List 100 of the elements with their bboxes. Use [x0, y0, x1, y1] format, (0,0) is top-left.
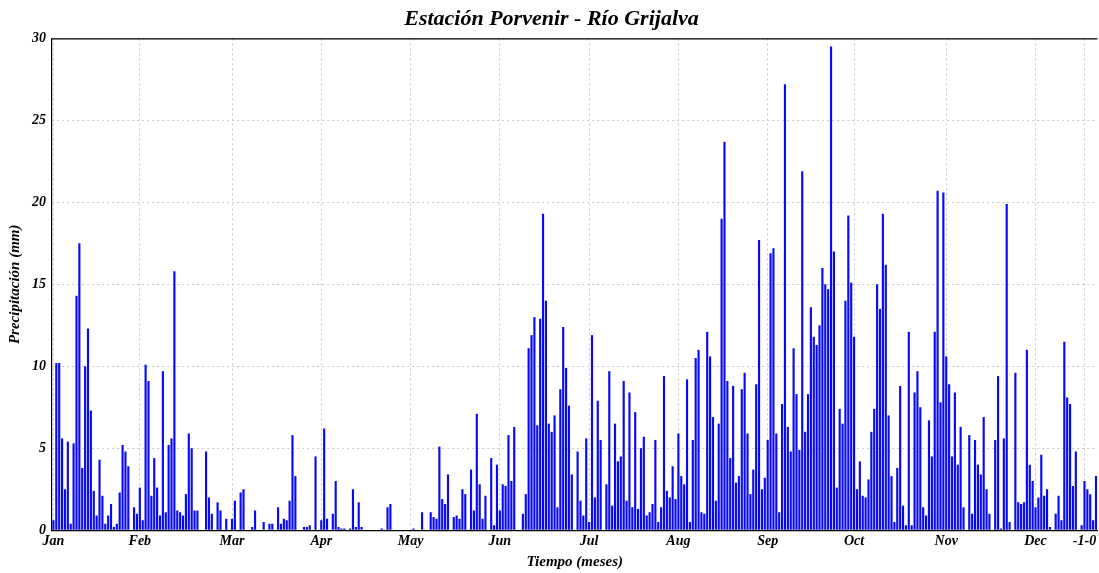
- bar: [58, 362, 61, 530]
- bar: [271, 523, 274, 530]
- x-tick-label: Feb: [127, 533, 152, 549]
- bar: [308, 525, 311, 530]
- bar: [628, 392, 631, 530]
- bar: [1014, 372, 1017, 530]
- bar: [323, 428, 326, 530]
- bar: [706, 331, 709, 530]
- bar: [654, 440, 657, 530]
- x-tick-label: Nov: [933, 533, 959, 549]
- bar: [809, 307, 812, 530]
- bar: [899, 385, 902, 530]
- bar: [959, 426, 962, 530]
- bar: [1005, 203, 1008, 530]
- bar: [153, 458, 156, 530]
- bar: [533, 317, 536, 530]
- bar: [916, 371, 919, 530]
- bar: [291, 435, 294, 530]
- bar: [429, 512, 432, 530]
- y-tick-label: 25: [31, 111, 46, 127]
- y-tick-label: 30: [31, 30, 46, 46]
- bar: [685, 379, 689, 530]
- bar: [541, 213, 545, 530]
- bar: [484, 495, 487, 530]
- bar: [576, 451, 579, 530]
- bar: [829, 46, 833, 530]
- bar: [1040, 454, 1043, 530]
- bar: [205, 451, 208, 530]
- bar: [562, 326, 565, 530]
- bar: [475, 413, 478, 530]
- bar: [757, 240, 761, 530]
- bar: [997, 376, 1000, 530]
- bar: [783, 84, 787, 530]
- bar: [452, 517, 455, 530]
- bar: [936, 190, 939, 530]
- y-tick-label: 10: [32, 357, 46, 373]
- bar: [268, 523, 271, 530]
- bar: [216, 502, 219, 530]
- bar: [590, 335, 594, 530]
- bar: [968, 435, 971, 530]
- bar: [55, 362, 58, 530]
- bar: [732, 385, 735, 530]
- bar: [86, 328, 90, 530]
- x-tick-label: Jun: [487, 533, 512, 549]
- bar: [233, 500, 236, 530]
- bar: [881, 213, 884, 530]
- bar: [801, 171, 804, 530]
- x-tick-label: Oct: [843, 533, 866, 549]
- bar: [858, 461, 861, 530]
- bar: [490, 458, 493, 530]
- y-tick-label: 15: [32, 275, 46, 291]
- bar: [1063, 341, 1066, 530]
- bar: [314, 456, 317, 530]
- bar: [66, 441, 69, 530]
- y-tick-label: 20: [31, 193, 46, 209]
- bar: [173, 271, 176, 530]
- x-tick-label: Sep: [757, 533, 779, 549]
- bar: [1094, 476, 1098, 530]
- bar: [743, 372, 746, 530]
- bar: [907, 331, 910, 530]
- y-tick-label: 5: [39, 439, 46, 455]
- x-tick-label: Aug: [665, 533, 691, 549]
- x-tick-label: Jul: [578, 533, 599, 549]
- bar: [927, 420, 931, 530]
- bar: [642, 436, 645, 530]
- bar: [446, 474, 450, 530]
- bar: [144, 364, 147, 530]
- bar: [1083, 481, 1086, 530]
- bar: [723, 141, 726, 530]
- bar: [792, 348, 795, 530]
- bar: [225, 518, 228, 530]
- x-tick-label: Apr: [309, 533, 333, 549]
- x-tick-label: Dec: [1023, 533, 1048, 549]
- bar: [772, 248, 775, 530]
- bar: [671, 466, 674, 530]
- bar: [634, 412, 637, 530]
- bar: [78, 243, 81, 530]
- bar: [838, 408, 841, 530]
- bar: [161, 371, 164, 530]
- bar: [1057, 495, 1060, 530]
- bar: [357, 502, 360, 530]
- bar: [196, 510, 199, 530]
- bar: [821, 267, 824, 530]
- bar: [109, 503, 113, 530]
- bar: [513, 426, 516, 530]
- bar: [1074, 451, 1077, 530]
- bar: [662, 376, 666, 530]
- bar: [277, 507, 280, 530]
- bar: [133, 507, 136, 530]
- bar: [953, 392, 956, 530]
- bar: [847, 215, 850, 530]
- bar: [438, 446, 441, 530]
- bar: [596, 400, 599, 530]
- bar: [608, 371, 611, 530]
- bar: [613, 423, 617, 530]
- bar: [942, 192, 945, 530]
- bar: [138, 487, 141, 530]
- bar: [1025, 349, 1028, 530]
- bar: [697, 349, 700, 530]
- bar: [253, 510, 257, 530]
